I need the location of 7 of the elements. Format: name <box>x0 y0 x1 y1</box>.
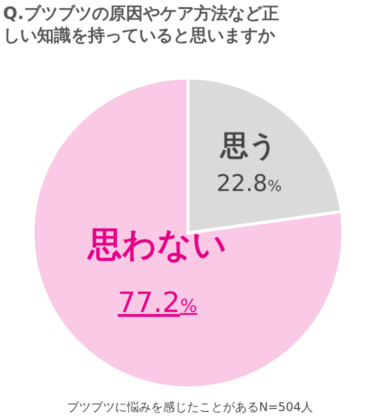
text: ブツブツに悩みを感じたことがあるN=504人 <box>67 400 313 414</box>
data-label: 22.8% <box>216 170 282 197</box>
pie-slice <box>32 76 344 390</box>
data-label: 77.2% <box>118 286 198 320</box>
chart-title: Q.ブツブツの原因やケア方法など正しい知識を持っていると思いますか <box>3 4 279 46</box>
slice-label: 思う <box>220 128 278 162</box>
slice-label: 思わない <box>86 225 227 266</box>
